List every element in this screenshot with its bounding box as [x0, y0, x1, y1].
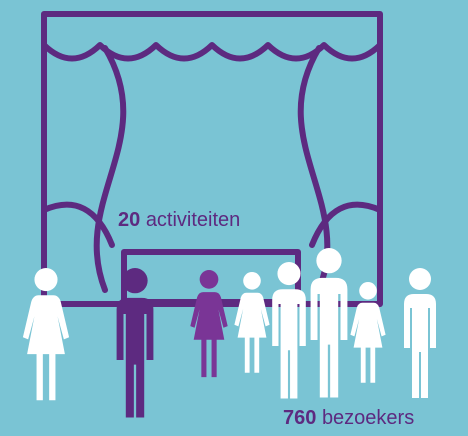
activities-text: activiteiten: [146, 209, 241, 231]
visitors-number: 760: [283, 407, 316, 429]
page: 20 activiteiten 760 bezoekers (() => { c…: [0, 0, 468, 436]
infographic: 20 activiteiten 760 bezoekers: [0, 0, 468, 436]
activities-number: 20: [118, 209, 140, 231]
activities-label: 20 activiteiten: [118, 209, 240, 231]
visitors-text: bezoekers: [322, 407, 414, 429]
visitors-label: 760 bezoekers: [283, 407, 414, 429]
